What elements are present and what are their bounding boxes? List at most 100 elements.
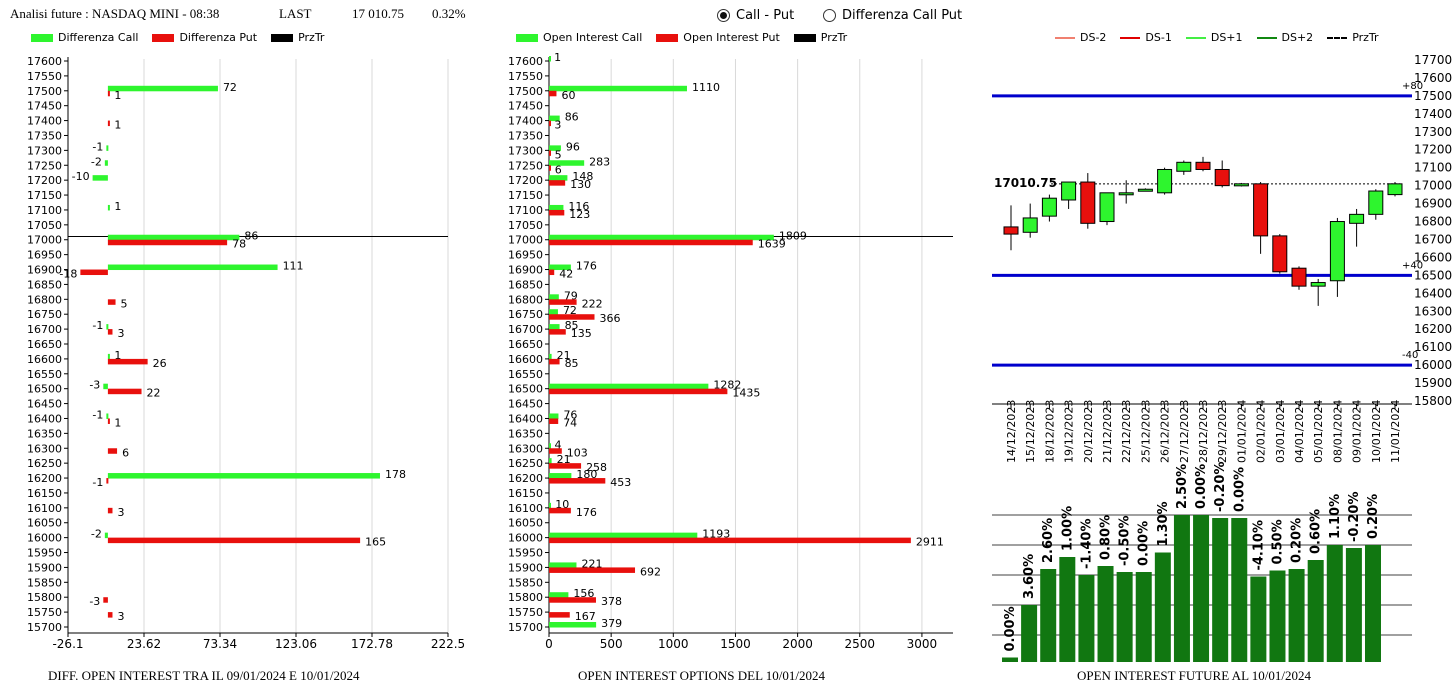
- x-tick-label: 20/12/2023: [1082, 400, 1095, 463]
- candle-up: [1099, 192, 1115, 223]
- y-tick-label: 15850: [27, 576, 62, 589]
- y-tick-label: 16200: [1414, 322, 1452, 336]
- candle-up: [1061, 181, 1077, 201]
- y-tick-label: 16450: [27, 398, 62, 411]
- data-label: 21: [557, 453, 571, 466]
- x-tick-label: 25/12/2023: [1139, 400, 1152, 463]
- y-tick-label: 15800: [508, 591, 543, 604]
- bar-red: [107, 239, 228, 246]
- future-oi-bar: [1269, 570, 1286, 662]
- bar-green: [549, 115, 560, 122]
- y-tick-label: 16400: [508, 412, 543, 425]
- data-label: 6: [122, 446, 129, 459]
- bar-red: [549, 537, 911, 544]
- bar-green: [104, 532, 108, 539]
- y-tick-label: 17450: [508, 100, 543, 113]
- future-oi-label: 0.20%: [1366, 494, 1381, 539]
- x-tick-label: -26.1: [52, 637, 83, 651]
- y-tick-label: 17600: [508, 55, 543, 68]
- y-tick-label: 15900: [27, 561, 62, 574]
- bar-red: [80, 269, 108, 276]
- data-label: -18: [59, 268, 77, 281]
- x-tick-label: 1500: [720, 637, 751, 651]
- y-tick-label: 16700: [27, 323, 62, 336]
- y-tick-label: 17000: [508, 234, 543, 247]
- data-label: 1: [114, 416, 121, 429]
- y-tick-label: 17200: [508, 174, 543, 187]
- legend-oi: Open Interest Call Open Interest Put Prz…: [516, 31, 847, 44]
- data-label: 123: [569, 208, 590, 221]
- data-label: 176: [576, 506, 597, 519]
- x-tick-label: 222.5: [431, 637, 465, 651]
- bar-red: [549, 299, 577, 305]
- y-tick-label: 17600: [1414, 71, 1452, 85]
- y-tick-label: 16950: [508, 249, 543, 262]
- future-oi-bar: [1002, 657, 1018, 662]
- x-tick-label: 14/12/2023: [1005, 400, 1018, 463]
- bar-green: [549, 175, 568, 181]
- y-tick-label: 16200: [508, 472, 543, 485]
- bar-green: [549, 264, 571, 271]
- y-tick-label: 15900: [508, 561, 543, 574]
- bar-red: [549, 120, 551, 127]
- radio-call-put[interactable]: Call - Put: [717, 8, 794, 23]
- x-tick-label: 05/01/2024: [1312, 400, 1325, 463]
- y-tick-label: 16600: [1414, 250, 1452, 264]
- data-label: -2: [91, 528, 102, 541]
- y-tick-label: 16900: [27, 264, 62, 277]
- y-tick-label: 16950: [27, 249, 62, 262]
- y-tick-label: 15750: [508, 606, 543, 619]
- radio-call-put-label: Call - Put: [736, 8, 795, 23]
- y-tick-label: 15700: [508, 621, 543, 634]
- bar-green: [549, 160, 585, 166]
- last-value: 17 010.75: [352, 6, 404, 21]
- future-oi-label: 0.00%: [1232, 467, 1247, 512]
- data-label: -1: [92, 408, 103, 421]
- bar-green: [549, 458, 552, 464]
- legend-line-icon: [1055, 36, 1075, 39]
- data-label: 258: [586, 461, 607, 474]
- y-tick-label: 17000: [27, 234, 62, 247]
- x-tick-label: 09/01/2024: [1351, 400, 1364, 463]
- y-tick-label: 16100: [1414, 340, 1452, 354]
- bar-red: [549, 165, 551, 171]
- y-tick-label: 16650: [27, 338, 62, 351]
- data-label: 5: [555, 148, 562, 161]
- data-label: 2911: [916, 536, 944, 549]
- x-tick-label: 3000: [907, 637, 938, 651]
- future-oi-bar: [1021, 605, 1038, 662]
- y-tick-label: 16050: [508, 517, 543, 530]
- y-tick-label: 16850: [508, 278, 543, 291]
- y-tick-label: 17400: [1414, 107, 1452, 121]
- data-label: 3: [554, 119, 561, 132]
- future-oi-label: -0.20%: [1213, 462, 1228, 513]
- future-oi-bar: [1078, 575, 1095, 662]
- y-tick-label: 16250: [27, 457, 62, 470]
- y-tick-label: 15800: [1414, 394, 1452, 408]
- data-label: 283: [589, 155, 610, 168]
- future-oi-label: -0.20%: [1347, 492, 1362, 543]
- level-label: +40: [1402, 260, 1423, 271]
- data-label: -1: [92, 140, 103, 153]
- data-label: 76: [563, 408, 577, 421]
- x-tick-label: 22/12/2023: [1120, 400, 1133, 463]
- radio-diff-call-put[interactable]: Differenza Call Put: [823, 8, 962, 23]
- data-label: 156: [573, 587, 594, 600]
- y-tick-label: 16200: [27, 472, 62, 485]
- data-label: 1435: [732, 387, 760, 400]
- y-tick-label: 16500: [508, 383, 543, 396]
- y-tick-label: 15950: [508, 547, 543, 560]
- legend-item-ds+2: DS+2: [1256, 31, 1313, 44]
- bar-red: [106, 478, 109, 484]
- data-label: 1: [114, 349, 121, 362]
- data-label: 26: [153, 357, 167, 370]
- bar-red: [107, 507, 113, 514]
- bar-green: [549, 353, 552, 360]
- bar-green: [549, 622, 597, 628]
- y-tick-label: 16650: [508, 338, 543, 351]
- bar-red: [549, 209, 565, 216]
- legend-item-prztr: PrzTr: [1327, 31, 1379, 44]
- x-tick-label: 01/01/2024: [1235, 400, 1248, 463]
- bar-red: [549, 314, 595, 320]
